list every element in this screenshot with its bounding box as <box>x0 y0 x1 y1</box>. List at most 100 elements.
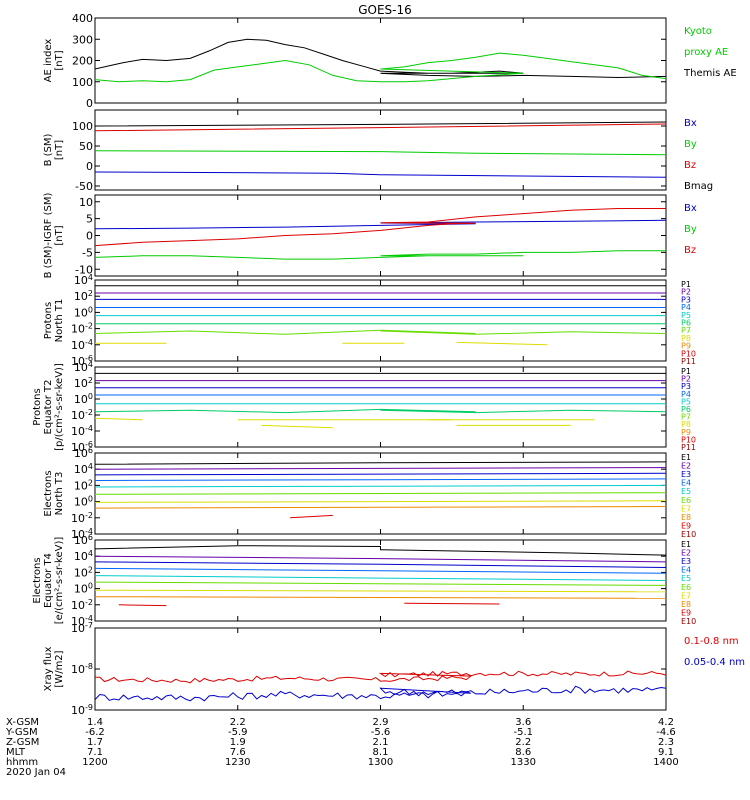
legend-entry: Kyoto <box>684 26 712 37</box>
legend-entry: P3 <box>681 382 691 391</box>
x-axis-row-value: 8.6 <box>515 747 531 758</box>
series-line <box>95 472 666 476</box>
x-axis-row-label: Y-GSM <box>5 727 38 738</box>
legend-entry: E9 <box>681 521 691 530</box>
series-group <box>95 545 666 607</box>
y-axis-label: B (SM) <box>43 133 54 166</box>
y-tick-label: 10-2 <box>71 322 93 336</box>
x-axis-row-value: 7.1 <box>87 747 103 758</box>
series-line <box>665 514 666 516</box>
legend-entry: 0.05-0.4 nm <box>684 657 745 668</box>
legend-entry: E7 <box>681 591 691 600</box>
legend-entry: E8 <box>681 600 691 609</box>
series-line <box>665 343 666 344</box>
x-axis-row-value: -6.2 <box>85 727 105 738</box>
x-axis-row-label: hhmm <box>6 757 38 768</box>
x-axis-row-value: 7.6 <box>230 747 246 758</box>
y-tick-label: 102 <box>74 376 93 390</box>
x-axis-row-label: MLT <box>6 747 26 758</box>
legend-entry: Bz <box>684 245 696 256</box>
legend-entry: Bx <box>684 203 697 214</box>
legend-entry: P4 <box>681 390 691 399</box>
series-line <box>95 492 666 495</box>
y-tick-label: 102 <box>74 289 93 303</box>
x-axis-row-label: X-GSM <box>6 717 39 728</box>
legend-entry: P2 <box>681 375 691 384</box>
y-tick-label: 102 <box>74 478 93 492</box>
x-axis-row-value: -5.6 <box>371 727 391 738</box>
x-axis-row-value: 8.1 <box>373 747 389 758</box>
series-line <box>95 567 666 574</box>
series-line <box>95 575 666 581</box>
y-tick-label: 200 <box>72 55 93 68</box>
series-line <box>290 514 333 519</box>
legend-entry: P9 <box>681 428 691 437</box>
panel-frame <box>94 627 667 711</box>
legend-entry: E1 <box>681 540 691 549</box>
legend-entry: E1 <box>681 453 691 462</box>
y-tick-label: 104 <box>74 273 93 287</box>
legend-entry: P10 <box>681 349 696 358</box>
panel-frame <box>94 539 667 622</box>
series-line <box>95 484 666 488</box>
y-tick-label: -5 <box>82 246 93 259</box>
y-tick-label: 100 <box>74 305 93 319</box>
y-axis-label: [W/m2] <box>54 650 65 687</box>
x-axis-table: X-GSM 1.4 2.2 2.9 3.6 4.2 Y-GSM -6.2 -5.9 -5.6 -5.… <box>5 717 679 778</box>
y-tick-label: 100 <box>74 495 93 509</box>
series-line <box>95 171 666 178</box>
x-axis-row-value: 1300 <box>368 757 393 768</box>
x-axis-row-value: 4.2 <box>658 717 674 728</box>
legend-entry: E7 <box>681 504 691 513</box>
y-tick-label: -10 <box>75 263 93 276</box>
legend-entry: P8 <box>681 420 691 429</box>
x-axis-row-value: 9.1 <box>658 747 674 758</box>
series-line <box>95 596 666 599</box>
x-axis-row-value: 2.9 <box>373 717 389 728</box>
series-line <box>95 52 666 89</box>
y-tick-label: 10-9 <box>71 703 93 717</box>
series-line <box>95 683 666 702</box>
legend-entry: Bz <box>684 160 696 171</box>
y-tick-label: 100 <box>72 120 93 133</box>
series-line <box>95 408 666 414</box>
x-axis-row-value: 1400 <box>653 757 678 768</box>
legend-entry: P10 <box>681 435 696 444</box>
y-axis-label: North T3 <box>54 472 65 516</box>
legend-entry: P9 <box>681 342 691 351</box>
ae-index-panel: 0 100 200 300 400 AE index [nT] Kyoto proxy AE Th… <box>43 12 737 110</box>
series-line <box>95 467 666 470</box>
y-tick-label: 10-2 <box>71 598 93 612</box>
y-axis-label: North T1 <box>54 299 65 343</box>
y-tick-label: 50 <box>79 140 93 153</box>
legend-entry: P8 <box>681 334 691 343</box>
legend-entry: E5 <box>681 487 691 496</box>
y-axis-label: Equator T4 <box>43 553 54 608</box>
panel-frame <box>94 109 667 191</box>
series-line <box>95 150 666 156</box>
series-group <box>95 669 666 702</box>
series-group <box>95 205 666 260</box>
series-line <box>95 561 666 568</box>
series-line <box>95 250 666 260</box>
b-sm-panel: -50 0 50 100 B (SM) [nT] Bx By Bz Bmag <box>43 109 713 193</box>
y-tick-label: 10-7 <box>71 621 93 635</box>
panel-frame <box>94 17 667 104</box>
x-axis-row-value: 2.3 <box>658 737 674 748</box>
series-line <box>95 478 666 481</box>
series-line <box>95 38 666 79</box>
y-tick-label: 10-4 <box>71 424 93 438</box>
legend-entry: P2 <box>681 288 691 297</box>
y-tick-label: 106 <box>74 533 93 547</box>
legend-entry: proxy AE <box>684 47 728 58</box>
legend-entry: E10 <box>681 617 696 626</box>
y-tick-label: 10-2 <box>71 408 93 422</box>
series-group <box>95 461 666 519</box>
y-axis-label: B (SM)-IGRF (SM) <box>43 193 54 279</box>
legend-entry: Bmag <box>684 181 713 192</box>
legend-entry: By <box>684 139 697 150</box>
series-line <box>95 205 666 247</box>
series-line <box>95 417 143 421</box>
